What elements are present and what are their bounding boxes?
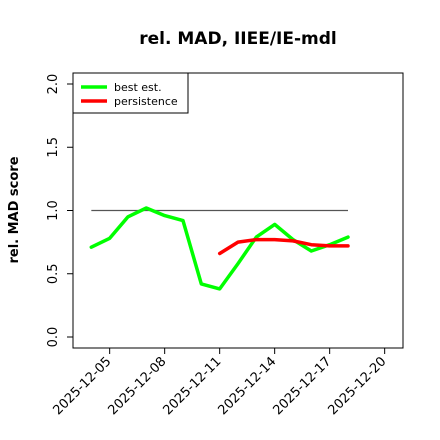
x-tick-label: 2025-12-11: [160, 354, 224, 418]
y-tick-label: 1.0: [46, 200, 61, 221]
x-tick-label: 2025-12-08: [105, 354, 169, 418]
y-tick-label: 0.5: [46, 263, 61, 284]
x-tick-label: 2025-12-05: [50, 354, 114, 418]
legend-box: [72, 72, 189, 114]
y-tick-label: 1.5: [46, 137, 61, 158]
chart-title: rel. MAD, IIEE/IE-mdl: [139, 29, 336, 49]
y-tick-label: 0.0: [46, 327, 61, 348]
x-tick-label: 2025-12-14: [215, 354, 279, 418]
y-axis: 0.0 0.5 1.0 1.5 2.0: [46, 74, 73, 348]
y-axis-label: rel. MAD score: [7, 156, 22, 263]
x-tick-label: 2025-12-20: [325, 354, 389, 418]
x-tick-label: 2025-12-17: [270, 354, 334, 418]
series-layer: [89, 206, 350, 291]
legend-label-best-est-: best est.: [114, 81, 162, 94]
y-tick-label: 2.0: [46, 74, 61, 95]
legend-label-persistence: persistence: [114, 95, 178, 108]
x-axis: 2025-12-052025-12-082025-12-112025-12-14…: [50, 348, 389, 418]
series-line-best-est-: [89, 206, 350, 291]
series-line-persistence: [217, 237, 350, 256]
legend: best est.persistence: [72, 72, 189, 114]
